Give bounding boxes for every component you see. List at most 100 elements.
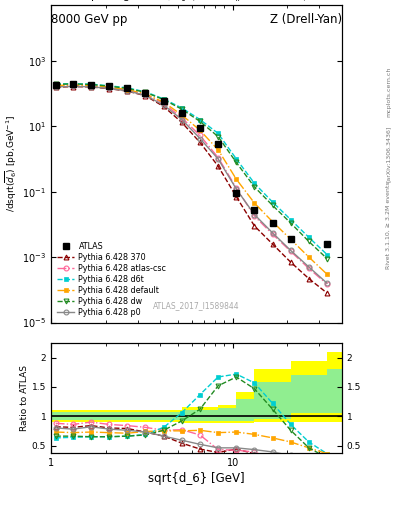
Pythia 6.428 d6t bbox=[307, 234, 311, 241]
Pythia 6.428 dw bbox=[143, 89, 148, 95]
Pythia 6.428 p0 bbox=[198, 136, 202, 142]
Pythia 6.428 dw bbox=[89, 81, 94, 88]
Pythia 6.428 370 bbox=[143, 93, 148, 99]
Pythia 6.428 dw bbox=[270, 202, 275, 208]
ATLAS bbox=[53, 81, 58, 88]
Pythia 6.428 p0 bbox=[325, 280, 329, 286]
Pythia 6.428 default bbox=[161, 99, 166, 105]
Pythia 6.428 dw bbox=[252, 184, 257, 190]
Pythia 6.428 dw bbox=[325, 255, 329, 262]
Pythia 6.428 370 bbox=[71, 83, 75, 90]
Pythia 6.428 d6t bbox=[270, 199, 275, 205]
Pythia 6.428 dw bbox=[53, 81, 58, 88]
Text: 8000 GeV pp: 8000 GeV pp bbox=[51, 13, 127, 26]
Pythia 6.428 d6t bbox=[252, 180, 257, 186]
Pythia 6.428 atlas-csc bbox=[252, 213, 257, 219]
Pythia 6.428 default bbox=[107, 84, 112, 90]
Pythia 6.428 p0 bbox=[216, 156, 220, 162]
Pythia 6.428 d6t bbox=[216, 131, 220, 137]
Pythia 6.428 370 bbox=[161, 103, 166, 110]
Pythia 6.428 dw bbox=[288, 220, 293, 226]
Pythia 6.428 370 bbox=[107, 86, 112, 92]
Pythia 6.428 370 bbox=[216, 163, 220, 169]
Pythia 6.428 p0 bbox=[89, 83, 94, 90]
Pythia 6.428 dw bbox=[125, 86, 130, 92]
Pythia 6.428 atlas-csc bbox=[325, 281, 329, 287]
Pythia 6.428 p0 bbox=[288, 247, 293, 253]
ATLAS bbox=[270, 220, 275, 226]
Pythia 6.428 atlas-csc bbox=[53, 83, 58, 90]
Pythia 6.428 p0 bbox=[180, 116, 184, 122]
Pythia 6.428 dw bbox=[161, 96, 166, 102]
Text: Rivet 3.1.10, ≥ 3.2M events: Rivet 3.1.10, ≥ 3.2M events bbox=[386, 181, 391, 269]
Text: ATLAS_2017_I1589844: ATLAS_2017_I1589844 bbox=[153, 301, 240, 310]
Pythia 6.428 dw bbox=[198, 118, 202, 124]
Pythia 6.428 default bbox=[307, 254, 311, 260]
Pythia 6.428 370 bbox=[234, 194, 239, 200]
Pythia 6.428 atlas-csc bbox=[107, 85, 112, 91]
Pythia 6.428 370 bbox=[252, 223, 257, 229]
ATLAS bbox=[89, 81, 94, 88]
Pythia 6.428 d6t bbox=[107, 82, 112, 89]
Y-axis label: d$\sigma$
/dsqrt($\overline{d_6}$) [pb,GeV$^{-1}$]: d$\sigma$ /dsqrt($\overline{d_6}$) [pb,G… bbox=[0, 115, 20, 212]
Pythia 6.428 370 bbox=[325, 290, 329, 296]
Pythia 6.428 d6t bbox=[325, 251, 329, 258]
ATLAS bbox=[216, 141, 220, 147]
Pythia 6.428 atlas-csc bbox=[216, 155, 220, 161]
Pythia 6.428 370 bbox=[198, 139, 202, 145]
ATLAS bbox=[180, 110, 184, 116]
Pythia 6.428 d6t bbox=[288, 217, 293, 223]
Pythia 6.428 dw bbox=[107, 83, 112, 89]
Line: Pythia 6.428 p0: Pythia 6.428 p0 bbox=[53, 84, 329, 286]
Pythia 6.428 default bbox=[125, 87, 130, 93]
X-axis label: sqrt{d_6} [GeV]: sqrt{d_6} [GeV] bbox=[148, 472, 245, 485]
Pythia 6.428 default bbox=[288, 236, 293, 242]
Y-axis label: Ratio to ATLAS: Ratio to ATLAS bbox=[20, 365, 29, 431]
ATLAS bbox=[252, 207, 257, 214]
ATLAS bbox=[288, 236, 293, 242]
Pythia 6.428 d6t bbox=[198, 116, 202, 122]
Pythia 6.428 atlas-csc bbox=[71, 82, 75, 89]
Pythia 6.428 dw bbox=[234, 159, 239, 165]
Pythia 6.428 370 bbox=[53, 84, 58, 90]
Pythia 6.428 default bbox=[53, 82, 58, 89]
Line: Pythia 6.428 default: Pythia 6.428 default bbox=[53, 82, 329, 276]
Pythia 6.428 atlas-csc bbox=[180, 115, 184, 121]
Pythia 6.428 default bbox=[71, 82, 75, 88]
Pythia 6.428 atlas-csc bbox=[198, 133, 202, 139]
Pythia 6.428 p0 bbox=[161, 102, 166, 108]
Line: Pythia 6.428 dw: Pythia 6.428 dw bbox=[53, 81, 329, 261]
Pythia 6.428 p0 bbox=[107, 86, 112, 92]
Pythia 6.428 default bbox=[180, 112, 184, 118]
Pythia 6.428 p0 bbox=[270, 230, 275, 236]
Pythia 6.428 p0 bbox=[53, 84, 58, 90]
Pythia 6.428 default bbox=[89, 82, 94, 89]
Pythia 6.428 atlas-csc bbox=[89, 83, 94, 89]
Pythia 6.428 p0 bbox=[71, 83, 75, 90]
Pythia 6.428 atlas-csc bbox=[270, 231, 275, 237]
ATLAS bbox=[161, 98, 166, 104]
Pythia 6.428 dw bbox=[180, 106, 184, 112]
Text: mcplots.cern.ch: mcplots.cern.ch bbox=[386, 67, 391, 117]
Pythia 6.428 atlas-csc bbox=[288, 248, 293, 254]
Pythia 6.428 d6t bbox=[143, 89, 148, 95]
Pythia 6.428 d6t bbox=[161, 96, 166, 102]
Pythia 6.428 default bbox=[216, 147, 220, 153]
Pythia 6.428 d6t bbox=[234, 156, 239, 162]
Pythia 6.428 370 bbox=[180, 119, 184, 125]
Pythia 6.428 default bbox=[270, 219, 275, 225]
Pythia 6.428 d6t bbox=[180, 105, 184, 111]
Text: Z (Drell-Yan): Z (Drell-Yan) bbox=[270, 13, 342, 26]
Legend: ATLAS, Pythia 6.428 370, Pythia 6.428 atlas-csc, Pythia 6.428 d6t, Pythia 6.428 : ATLAS, Pythia 6.428 370, Pythia 6.428 at… bbox=[55, 240, 168, 318]
Pythia 6.428 atlas-csc bbox=[307, 265, 311, 271]
Pythia 6.428 default bbox=[252, 200, 257, 206]
Pythia 6.428 p0 bbox=[125, 88, 130, 94]
Pythia 6.428 atlas-csc bbox=[234, 185, 239, 191]
Text: [arXiv:1306.3436]: [arXiv:1306.3436] bbox=[386, 125, 391, 182]
Line: Pythia 6.428 atlas-csc: Pythia 6.428 atlas-csc bbox=[53, 83, 329, 287]
ATLAS bbox=[107, 83, 112, 90]
Pythia 6.428 dw bbox=[307, 239, 311, 245]
Pythia 6.428 370 bbox=[288, 259, 293, 265]
Pythia 6.428 d6t bbox=[89, 81, 94, 87]
Pythia 6.428 dw bbox=[216, 134, 220, 140]
